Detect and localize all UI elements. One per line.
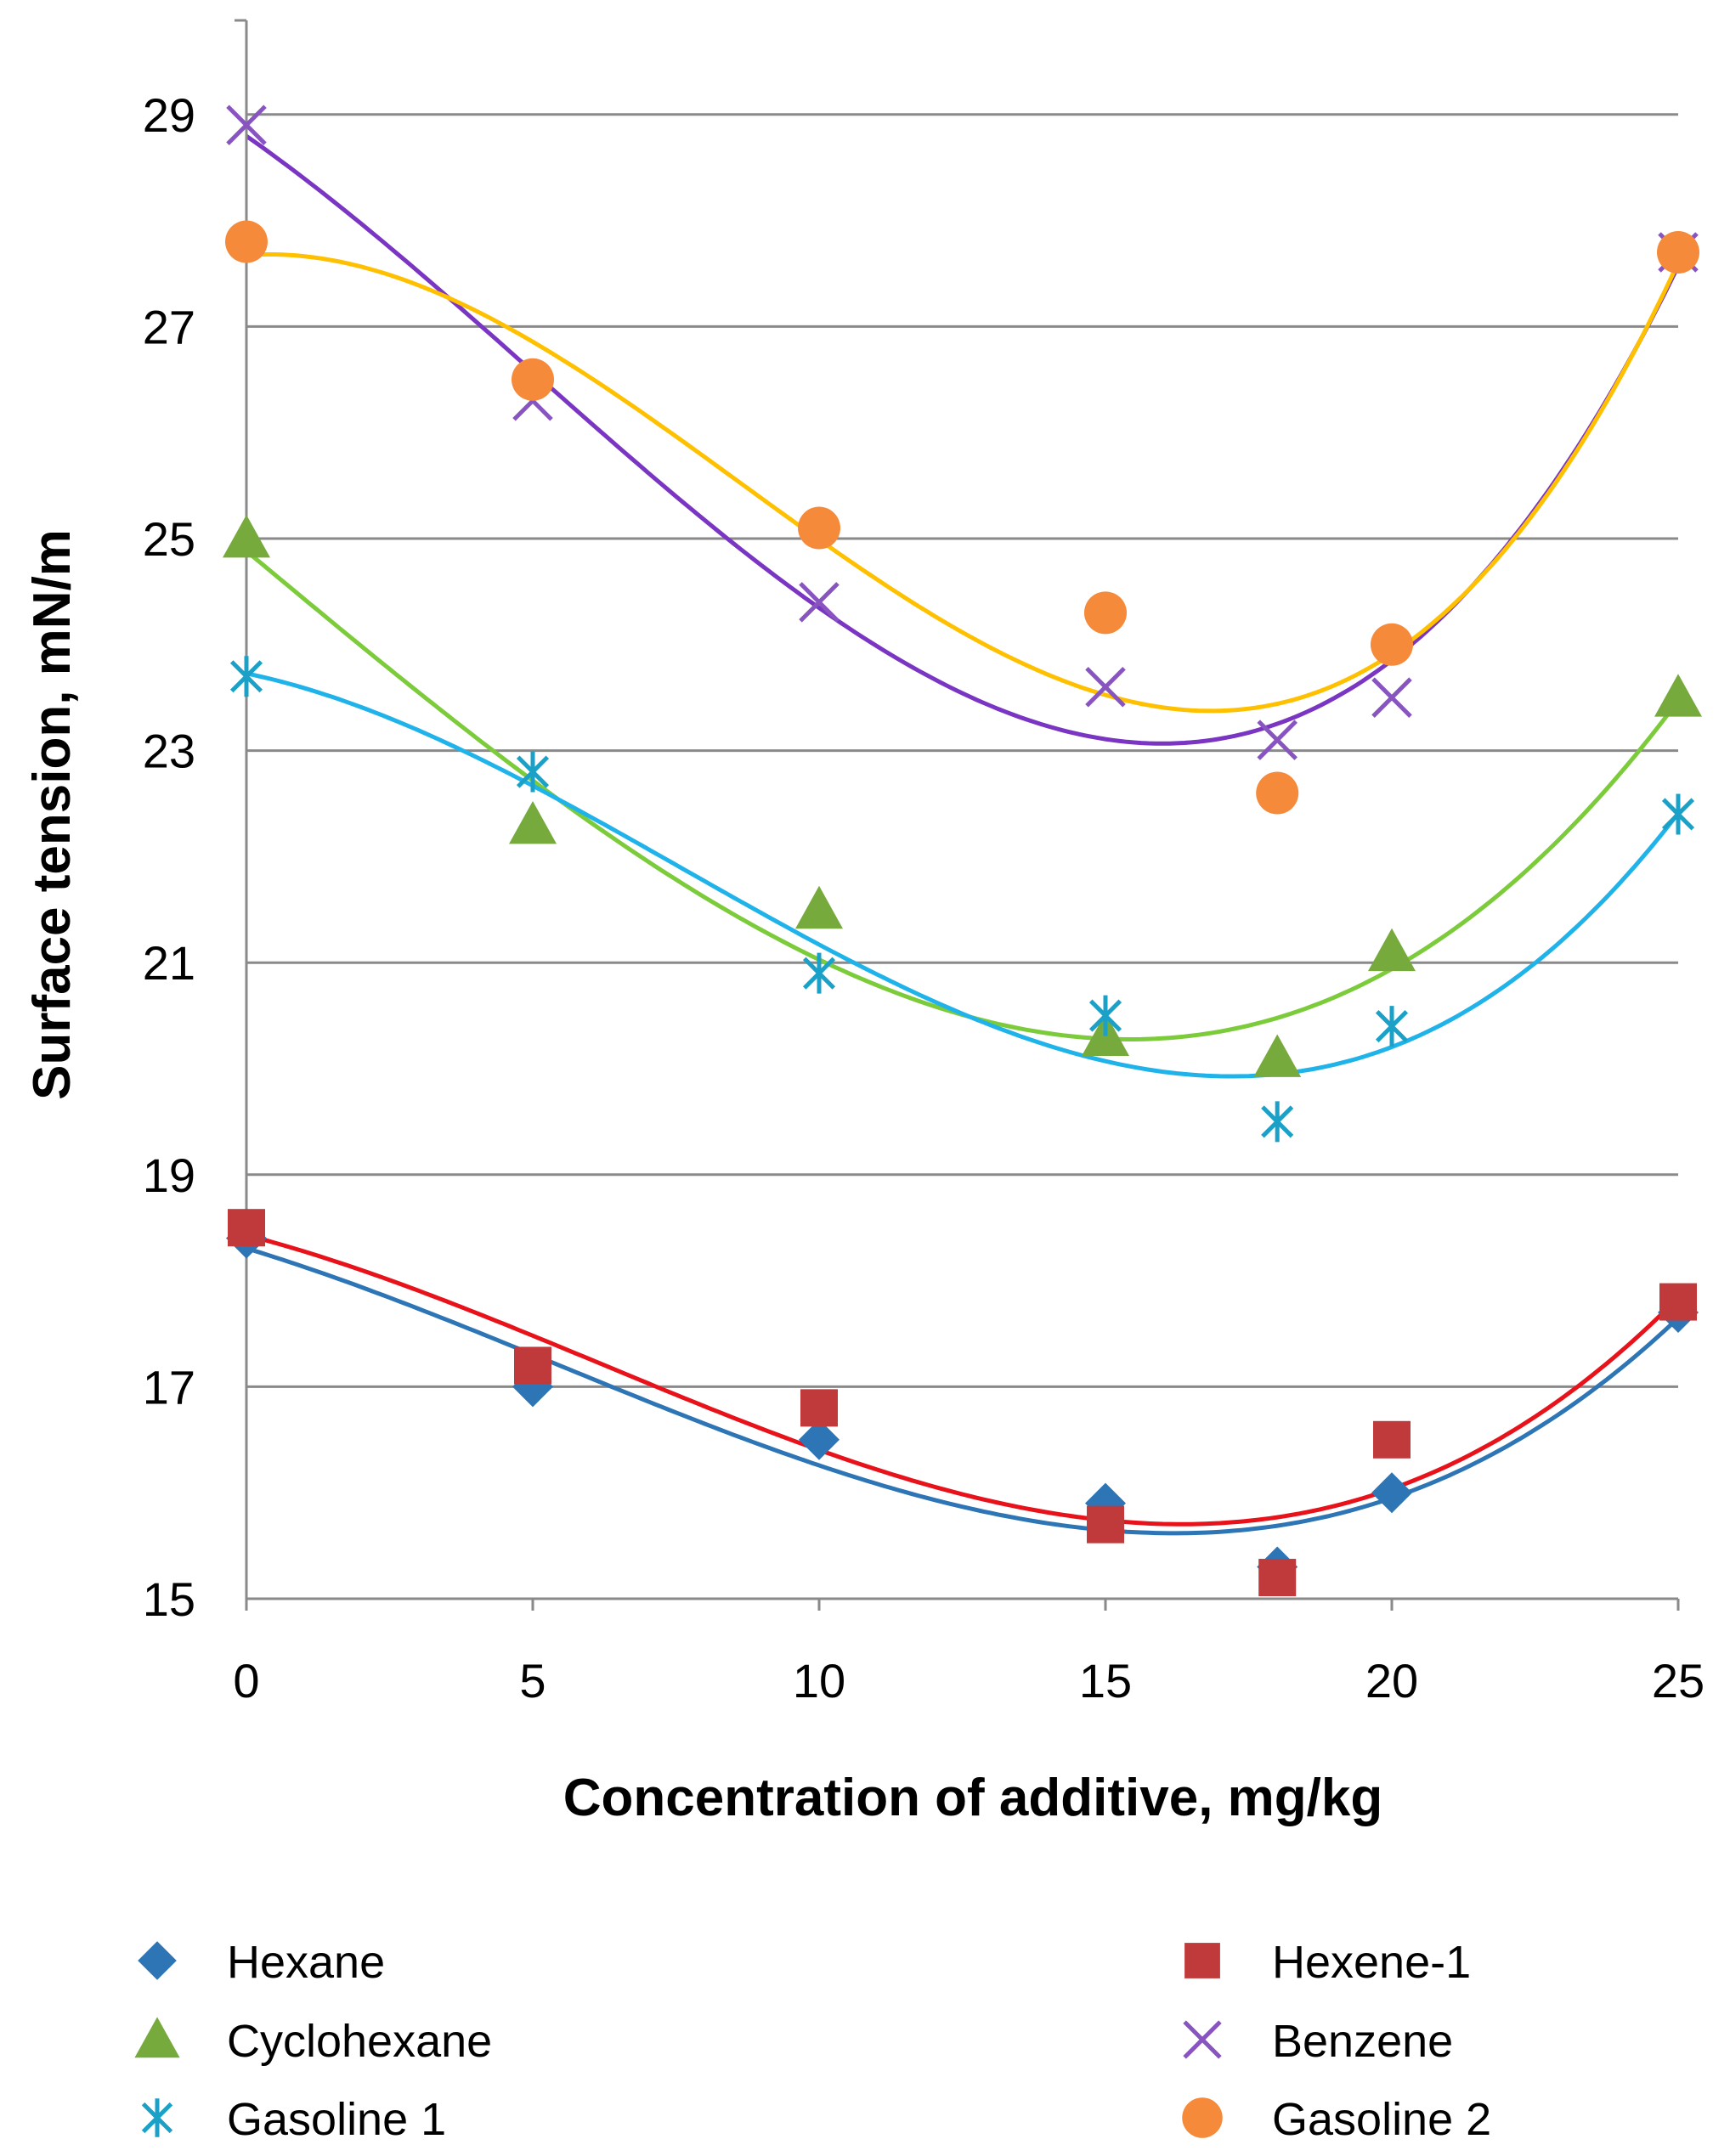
trendline-hexene-1 xyxy=(246,1233,1680,1527)
y-tick-label: 27 xyxy=(143,300,195,353)
legend: Hexane Hexene-1 Cyclohexane Benzene Gasoline… xyxy=(134,1937,1491,2145)
legend-gasoline-1-marker-icon xyxy=(141,2098,173,2137)
legend-label: Gasoline 1 xyxy=(227,2094,446,2145)
x-tick-label: 25 xyxy=(1652,1654,1705,1707)
x-tick-label: 5 xyxy=(519,1654,546,1707)
x-axis-title: Concentration of additive, mg/kg xyxy=(563,1769,1383,1827)
legend-label: Hexene-1 xyxy=(1272,1937,1471,1988)
trendline-benzene xyxy=(245,134,1681,746)
point-hexene-1 xyxy=(1373,1420,1411,1459)
trendline-cyclohexane xyxy=(245,549,1680,1041)
y-tick-label: 19 xyxy=(143,1149,195,1202)
point-gasoline-2 xyxy=(225,220,268,263)
legend-label: Hexane xyxy=(227,1937,385,1988)
trendline-gasoline-2 xyxy=(246,252,1681,714)
legend-item: Gasoline 2 xyxy=(1182,2094,1491,2145)
x-tick-label: 10 xyxy=(793,1654,845,1707)
point-hexene-1 xyxy=(1659,1283,1697,1321)
point-gasoline-2 xyxy=(1371,623,1413,666)
point-hexene-1 xyxy=(1258,1559,1297,1597)
y-tick-label: 23 xyxy=(143,725,195,778)
point-hexane xyxy=(799,1419,840,1460)
point-hexene-1 xyxy=(1087,1505,1124,1544)
legend-label: Cyclohexane xyxy=(227,2016,492,2067)
point-cyclohexane xyxy=(223,515,270,558)
point-hexene-1 xyxy=(514,1346,551,1385)
point-benzene xyxy=(1371,677,1412,718)
y-axis-title: Surface tension, mN/m xyxy=(23,529,82,1100)
x-tick-label: 20 xyxy=(1365,1654,1418,1707)
point-gasoline-1 xyxy=(802,952,836,994)
point-gasoline-2 xyxy=(798,506,840,550)
point-gasoline-2 xyxy=(512,358,554,401)
legend-item: Cyclohexane xyxy=(134,2016,492,2067)
trendline-gasoline-1 xyxy=(246,671,1680,1079)
point-hexene-1 xyxy=(800,1389,838,1427)
data-markers xyxy=(223,104,1702,1597)
point-cyclohexane xyxy=(1253,1034,1302,1077)
x-tick-label: 15 xyxy=(1079,1654,1132,1707)
tick-labels: 15 17 19 21 23 25 27 29 0 5 10 15 20 25 xyxy=(143,88,1705,1707)
point-cyclohexane xyxy=(1368,928,1416,972)
point-benzene xyxy=(1257,720,1298,760)
point-gasoline-1 xyxy=(1661,793,1695,835)
legend-gasoline-2-marker-icon xyxy=(1182,2097,1223,2138)
point-cyclohexane xyxy=(509,800,557,844)
point-cyclohexane xyxy=(795,885,843,929)
point-hexane xyxy=(1371,1472,1412,1514)
point-gasoline-1 xyxy=(1375,1006,1409,1047)
point-benzene xyxy=(1085,666,1126,708)
point-cyclohexane xyxy=(1654,674,1702,717)
y-tick-label: 17 xyxy=(143,1360,195,1414)
point-gasoline-1 xyxy=(1261,1101,1294,1143)
legend-item: Benzene xyxy=(1183,2016,1453,2067)
legend-item: Gasoline 1 xyxy=(141,2094,446,2145)
legend-benzene-marker-icon xyxy=(1183,2020,1222,2059)
y-tick-label: 29 xyxy=(143,88,195,142)
legend-hexane-marker-icon xyxy=(138,1941,177,1980)
point-gasoline-2 xyxy=(1657,231,1699,274)
point-gasoline-1 xyxy=(516,751,550,793)
point-gasoline-1 xyxy=(1088,995,1122,1036)
point-gasoline-2 xyxy=(1084,591,1127,635)
legend-label: Gasoline 2 xyxy=(1272,2094,1491,2145)
point-benzene xyxy=(799,582,840,623)
trendline-hexane xyxy=(246,1246,1680,1536)
trend-lines xyxy=(245,134,1681,1536)
legend-label: Benzene xyxy=(1272,2016,1453,2067)
point-hexene-1 xyxy=(228,1209,265,1247)
point-gasoline-2 xyxy=(1256,771,1299,815)
axes xyxy=(235,19,1680,1611)
y-tick-label: 25 xyxy=(143,512,195,566)
point-gasoline-1 xyxy=(229,656,263,697)
y-tick-label: 21 xyxy=(143,936,195,990)
point-benzene xyxy=(226,104,267,146)
legend-cyclohexane-marker-icon xyxy=(134,2017,180,2058)
legend-item: Hexene-1 xyxy=(1184,1937,1471,1988)
y-tick-label: 15 xyxy=(143,1572,195,1626)
legend-item: Hexane xyxy=(138,1937,385,1988)
x-tick-label: 0 xyxy=(233,1654,259,1707)
gridlines xyxy=(246,113,1678,1600)
legend-hexene-1-marker-icon xyxy=(1184,1943,1220,1978)
